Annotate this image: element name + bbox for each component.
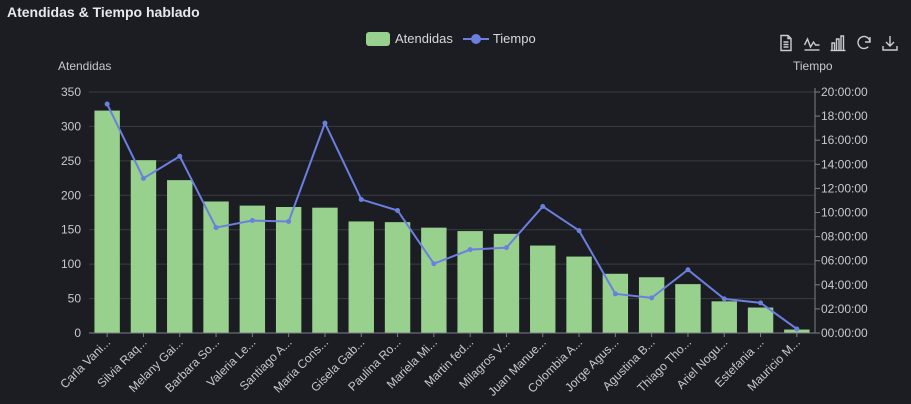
- line-point: [722, 296, 727, 301]
- bar: [675, 284, 700, 333]
- y-right-tick-label: 18:00:00: [821, 109, 868, 123]
- line-point: [359, 197, 364, 202]
- bar: [167, 180, 192, 333]
- y-left-tick-label: 250: [61, 154, 81, 168]
- y-left-tick-label: 50: [68, 292, 82, 306]
- y-right-tick-label: 08:00:00: [821, 230, 868, 244]
- line-point: [322, 121, 327, 126]
- line-point: [613, 291, 618, 296]
- bar: [712, 301, 737, 333]
- bar: [349, 221, 374, 333]
- line-point: [431, 261, 436, 266]
- y-right-tick-label: 12:00:00: [821, 181, 868, 195]
- bar: [530, 246, 555, 333]
- bar: [312, 208, 337, 333]
- line-point: [177, 154, 182, 159]
- y-right-tick-label: 10:00:00: [821, 206, 868, 220]
- bar: [94, 111, 119, 333]
- line-point: [540, 204, 545, 209]
- line-point: [504, 245, 509, 250]
- line-point: [758, 300, 763, 305]
- grid-lines: [89, 92, 815, 299]
- bar: [566, 257, 591, 333]
- y-left-tick-label: 350: [61, 85, 81, 99]
- bar: [748, 308, 773, 333]
- y-left-tick-label: 300: [61, 119, 81, 133]
- line-point: [214, 225, 219, 230]
- line-point: [141, 176, 146, 181]
- y-left-tick-label: 100: [61, 257, 81, 271]
- bar: [203, 201, 228, 333]
- line-point: [105, 102, 110, 107]
- bar: [639, 277, 664, 333]
- y-axis-left-title: Atendidas: [58, 59, 111, 73]
- y-left-tick-label: 150: [61, 223, 81, 237]
- bar: [240, 206, 265, 333]
- y-axis-left: 0 50 100 150 200 250 300 350: [61, 85, 81, 340]
- line-point: [649, 295, 654, 300]
- x-axis: Carla Vani...Silvia Raq...Melany Gai...B…: [57, 333, 815, 399]
- line-point: [286, 219, 291, 224]
- y-axis-right: 00:00:00 02:00:00 04:00:00 06:00:00 08:00:00…: [815, 85, 868, 340]
- line-point: [577, 228, 582, 233]
- y-right-tick-label: 16:00:00: [821, 133, 868, 147]
- bar: [603, 274, 628, 333]
- bar: [421, 228, 446, 333]
- y-right-tick-label: 02:00:00: [821, 302, 868, 316]
- line-point: [685, 267, 690, 272]
- line-point: [468, 247, 473, 252]
- y-left-tick-label: 200: [61, 188, 81, 202]
- y-right-tick-label: 14:00:00: [821, 157, 868, 171]
- line-point: [250, 218, 255, 223]
- y-right-tick-label: 04:00:00: [821, 278, 868, 292]
- line-point: [794, 326, 799, 331]
- line-point: [395, 208, 400, 213]
- y-left-tick-label: 0: [74, 326, 81, 340]
- y-axis-right-title: Tiempo: [793, 59, 833, 73]
- bar: [276, 207, 301, 333]
- y-right-tick-label: 06:00:00: [821, 254, 868, 268]
- bar-series: [94, 111, 809, 333]
- bar: [385, 222, 410, 333]
- y-right-tick-label: 20:00:00: [821, 85, 868, 99]
- bar: [457, 231, 482, 333]
- y-right-tick-label: 00:00:00: [821, 326, 868, 340]
- bar: [131, 160, 156, 333]
